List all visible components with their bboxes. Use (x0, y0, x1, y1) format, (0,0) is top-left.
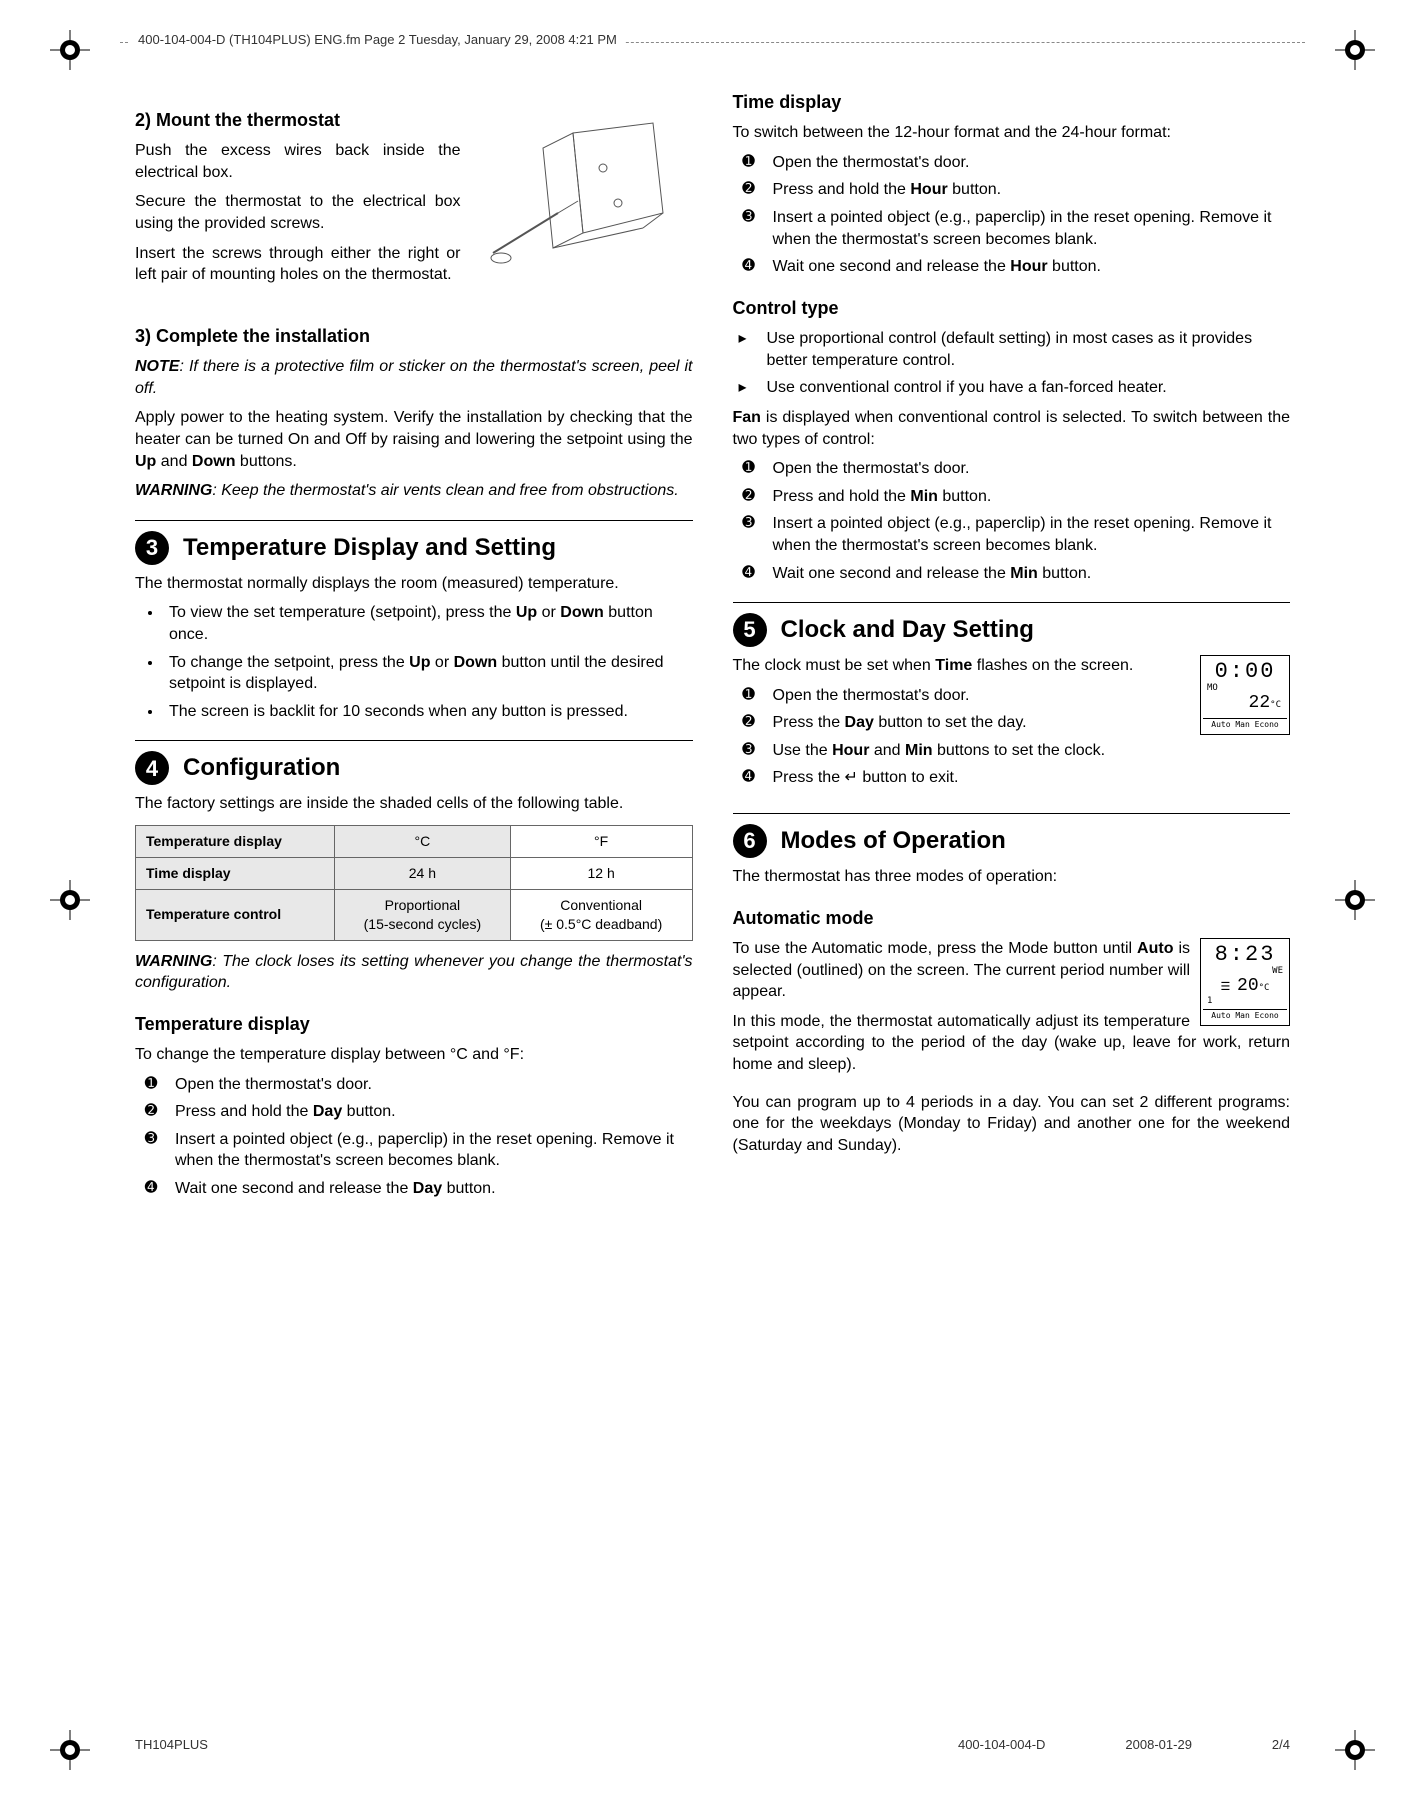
list-item: ➋Press and hold the Min button. (733, 486, 1291, 508)
left-column: 2) Mount the thermostat Push the excess … (135, 90, 693, 1700)
table-header: Temperature control (136, 889, 335, 940)
section-3-number: 3 (135, 531, 169, 565)
sec4-warning: WARNING: The clock loses its setting whe… (135, 951, 693, 994)
temp-display-p: To change the temperature display betwee… (135, 1044, 693, 1066)
table-cell: Conventional(± 0.5°C deadband) (510, 889, 692, 940)
note-label: NOTE (135, 358, 179, 375)
control-type-title: Control type (733, 296, 1291, 320)
table-header: Temperature display (136, 826, 335, 858)
time-display-title: Time display (733, 90, 1291, 114)
list-item: ➋Press the Day button to set the day. (733, 712, 1191, 734)
step-marker: ➍ (141, 1178, 161, 1198)
complete-warning: WARNING: Keep the thermostat's air vents… (135, 480, 693, 502)
crop-mark (1335, 1730, 1375, 1770)
table-cell: °F (510, 826, 692, 858)
list-item: ➌Insert a pointed object (e.g., papercli… (733, 207, 1291, 250)
time-display-steps: ➊Open the thermostat's door. ➋Press and … (733, 152, 1291, 278)
footer-doc: 400-104-004-D (958, 1737, 1045, 1752)
sec6-p4: You can program up to 4 periods in a day… (733, 1092, 1291, 1157)
section-5-title: Clock and Day Setting (781, 614, 1034, 646)
sec3-p1: The thermostat normally displays the roo… (135, 573, 693, 595)
table-cell: Proportional(15-second cycles) (335, 889, 511, 940)
sec4-intro: The factory settings are inside the shad… (135, 793, 693, 815)
crop-mark (50, 880, 90, 920)
page-header: 400-104-004-D (TH104PLUS) ENG.fm Page 2 … (130, 32, 625, 47)
footer-page: 2/4 (1272, 1737, 1290, 1752)
control-type-steps: ➊Open the thermostat's door. ➋Press and … (733, 458, 1291, 584)
table-cell: 12 h (510, 857, 692, 889)
thermostat-mounting-figure (473, 108, 693, 298)
crop-mark (1335, 30, 1375, 70)
section-6-head: 6 Modes of Operation (733, 813, 1291, 858)
list-item: ▸Use conventional control if you have a … (733, 377, 1291, 399)
page-footer: TH104PLUS 400-104-004-D 2008-01-29 2/4 (135, 1737, 1290, 1752)
list-item: ▸Use proportional control (default setti… (733, 328, 1291, 371)
section-5-head: 5 Clock and Day Setting (733, 602, 1291, 647)
list-item: ➍Wait one second and release the Min but… (733, 563, 1291, 585)
temp-display-title: Temperature display (135, 1012, 693, 1036)
lcd-clock-figure: 0:00 MO 22°C Auto Man Econo (1200, 655, 1290, 735)
list-item: ➋Press and hold the Day button. (135, 1101, 693, 1123)
step-marker: ➌ (141, 1129, 161, 1149)
table-cell: 24 h (335, 857, 511, 889)
footer-date: 2008-01-29 (1125, 1737, 1192, 1752)
section-4-title: Configuration (183, 752, 340, 784)
list-item: ➍Press the ↵ button to exit. (733, 767, 1291, 789)
config-table: Temperature display °C °F Time display 2… (135, 825, 693, 941)
table-cell: °C (335, 826, 511, 858)
sec6-p1: The thermostat has three modes of operat… (733, 866, 1291, 888)
table-header: Time display (136, 857, 335, 889)
list-item: To change the setpoint, press the Up or … (163, 652, 693, 695)
list-item: The screen is backlit for 10 seconds whe… (163, 701, 693, 723)
list-item: ➌Insert a pointed object (e.g., papercli… (733, 513, 1291, 556)
list-item: ➋Press and hold the Hour button. (733, 179, 1291, 201)
crop-mark (1335, 880, 1375, 920)
list-item: ➌Use the Hour and Min buttons to set the… (733, 740, 1191, 762)
control-type-p: Fan is displayed when conventional contr… (733, 407, 1291, 450)
step-marker: ➊ (141, 1074, 161, 1094)
section-4-number: 4 (135, 751, 169, 785)
table-row: Temperature control Proportional(15-seco… (136, 889, 693, 940)
section-5-number: 5 (733, 613, 767, 647)
sec3-bullets: To view the set temperature (setpoint), … (135, 602, 693, 722)
list-item: ➍Wait one second and release the Hour bu… (733, 256, 1291, 278)
footer-model: TH104PLUS (135, 1737, 208, 1752)
table-row: Temperature display °C °F (136, 826, 693, 858)
section-3-head: 3 Temperature Display and Setting (135, 520, 693, 565)
step-marker: ➋ (141, 1101, 161, 1121)
right-column: Time display To switch between the 12-ho… (733, 90, 1291, 1700)
lcd-auto-figure: 8:23 WE ☰ 20°C 1 Auto Man Econo (1200, 938, 1290, 1026)
enter-icon: ↵ (845, 769, 858, 786)
auto-mode-title: Automatic mode (733, 906, 1291, 930)
list-item: ➊Open the thermostat's door. (135, 1074, 693, 1096)
control-type-arrows: ▸Use proportional control (default setti… (733, 328, 1291, 399)
temp-display-steps: ➊Open the thermostat's door. ➋Press and … (135, 1074, 693, 1200)
section-6-title: Modes of Operation (781, 825, 1006, 857)
arrow-icon: ▸ (733, 328, 753, 371)
arrow-icon: ▸ (733, 377, 753, 399)
section-4-head: 4 Configuration (135, 740, 693, 785)
list-item: ➍Wait one second and release the Day but… (135, 1178, 693, 1200)
complete-title: 3) Complete the installation (135, 324, 693, 348)
list-item: ➊Open the thermostat's door. (733, 458, 1291, 480)
list-item: To view the set temperature (setpoint), … (163, 602, 693, 645)
list-item: ➌Insert a pointed object (e.g., papercli… (135, 1129, 693, 1172)
list-item: ➊Open the thermostat's door. (733, 685, 1191, 707)
complete-note: NOTE: If there is a protective film or s… (135, 356, 693, 399)
time-display-p: To switch between the 12-hour format and… (733, 122, 1291, 144)
crop-mark (50, 30, 90, 70)
list-item: ➊Open the thermostat's door. (733, 152, 1291, 174)
table-row: Time display 24 h 12 h (136, 857, 693, 889)
section-6-number: 6 (733, 824, 767, 858)
crop-mark (50, 1730, 90, 1770)
complete-p1: Apply power to the heating system. Verif… (135, 407, 693, 472)
section-3-title: Temperature Display and Setting (183, 532, 556, 564)
